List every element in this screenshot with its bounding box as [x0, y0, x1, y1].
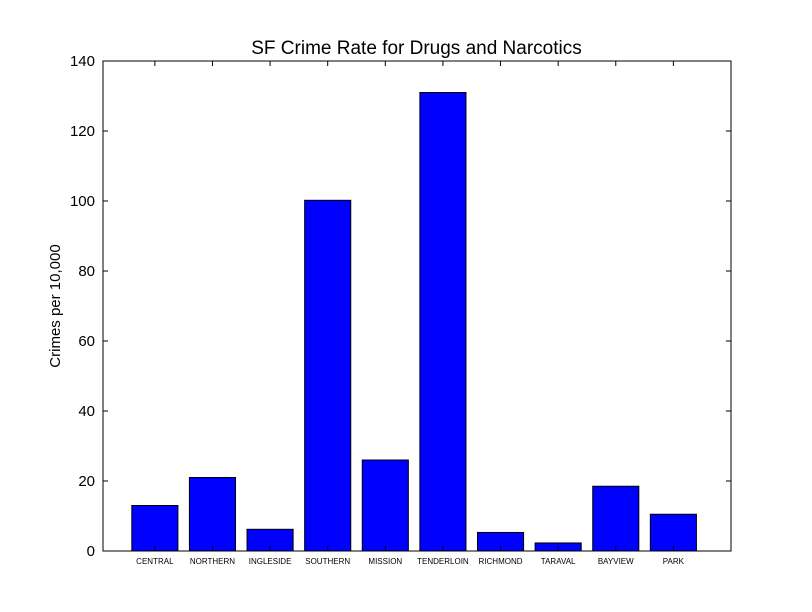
chart-title: SF Crime Rate for Drugs and Narcotics [251, 38, 582, 59]
x-tick-label: TARAVAL [541, 557, 576, 566]
bar-mission [361, 459, 409, 552]
x-tick-label: TENDERLOIN [417, 557, 469, 566]
bar-park [649, 513, 697, 552]
x-tick-label: NORTHERN [190, 557, 235, 566]
ticks-group: CENTRAL NORTHERN INGLESIDE SOUTHERN MISSION T… [70, 53, 731, 566]
plot-frame [102, 60, 732, 552]
x-tick-label: INGLESIDE [249, 557, 292, 566]
bar-tenderloin [419, 92, 467, 552]
x-tick-label: RICHMOND [479, 557, 523, 566]
y-tick-label: 0 [87, 543, 95, 560]
x-tick-label: SOUTHERN [305, 557, 350, 566]
bar-northern [188, 477, 237, 552]
y-axis-label: Crimes per 10,000 [47, 244, 64, 367]
x-tick-label: BAYVIEW [598, 557, 634, 566]
y-tick-label: 60 [78, 333, 95, 350]
bar-bayview [592, 485, 640, 552]
y-tick-label: 20 [78, 473, 95, 490]
x-tick-label: CENTRAL [136, 557, 174, 566]
bar-southern [304, 199, 352, 552]
x-tick-label: PARK [663, 557, 685, 566]
bars-group [131, 92, 697, 552]
x-tick-label: MISSION [368, 557, 402, 566]
y-tick-label: 40 [78, 403, 95, 420]
y-tick-label: 80 [78, 263, 95, 280]
bar-central [131, 505, 179, 552]
y-tick-label: 100 [70, 193, 95, 210]
y-tick-label: 120 [70, 123, 95, 140]
y-tick-label: 140 [70, 53, 95, 70]
